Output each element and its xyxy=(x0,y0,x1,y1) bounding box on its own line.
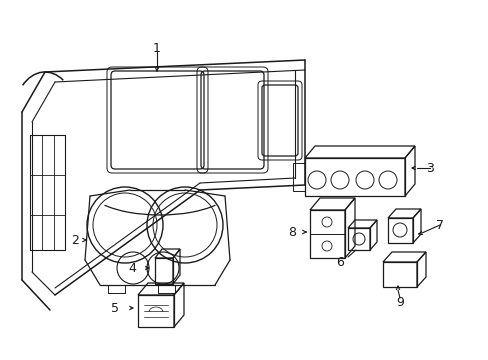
Text: 8: 8 xyxy=(287,225,295,239)
Bar xyxy=(387,218,412,243)
Bar xyxy=(292,163,305,191)
Text: 2: 2 xyxy=(71,234,79,247)
Bar xyxy=(305,158,404,196)
Text: 7: 7 xyxy=(435,219,443,231)
Bar xyxy=(155,258,173,284)
Text: 1: 1 xyxy=(153,41,161,54)
Text: 9: 9 xyxy=(395,296,403,309)
Bar xyxy=(138,295,174,327)
Bar xyxy=(382,262,416,287)
Text: 5: 5 xyxy=(111,302,119,315)
Text: 4: 4 xyxy=(128,261,136,275)
Bar xyxy=(347,228,369,250)
Text: 3: 3 xyxy=(425,162,433,175)
Text: 6: 6 xyxy=(335,256,343,269)
Bar xyxy=(309,210,345,258)
